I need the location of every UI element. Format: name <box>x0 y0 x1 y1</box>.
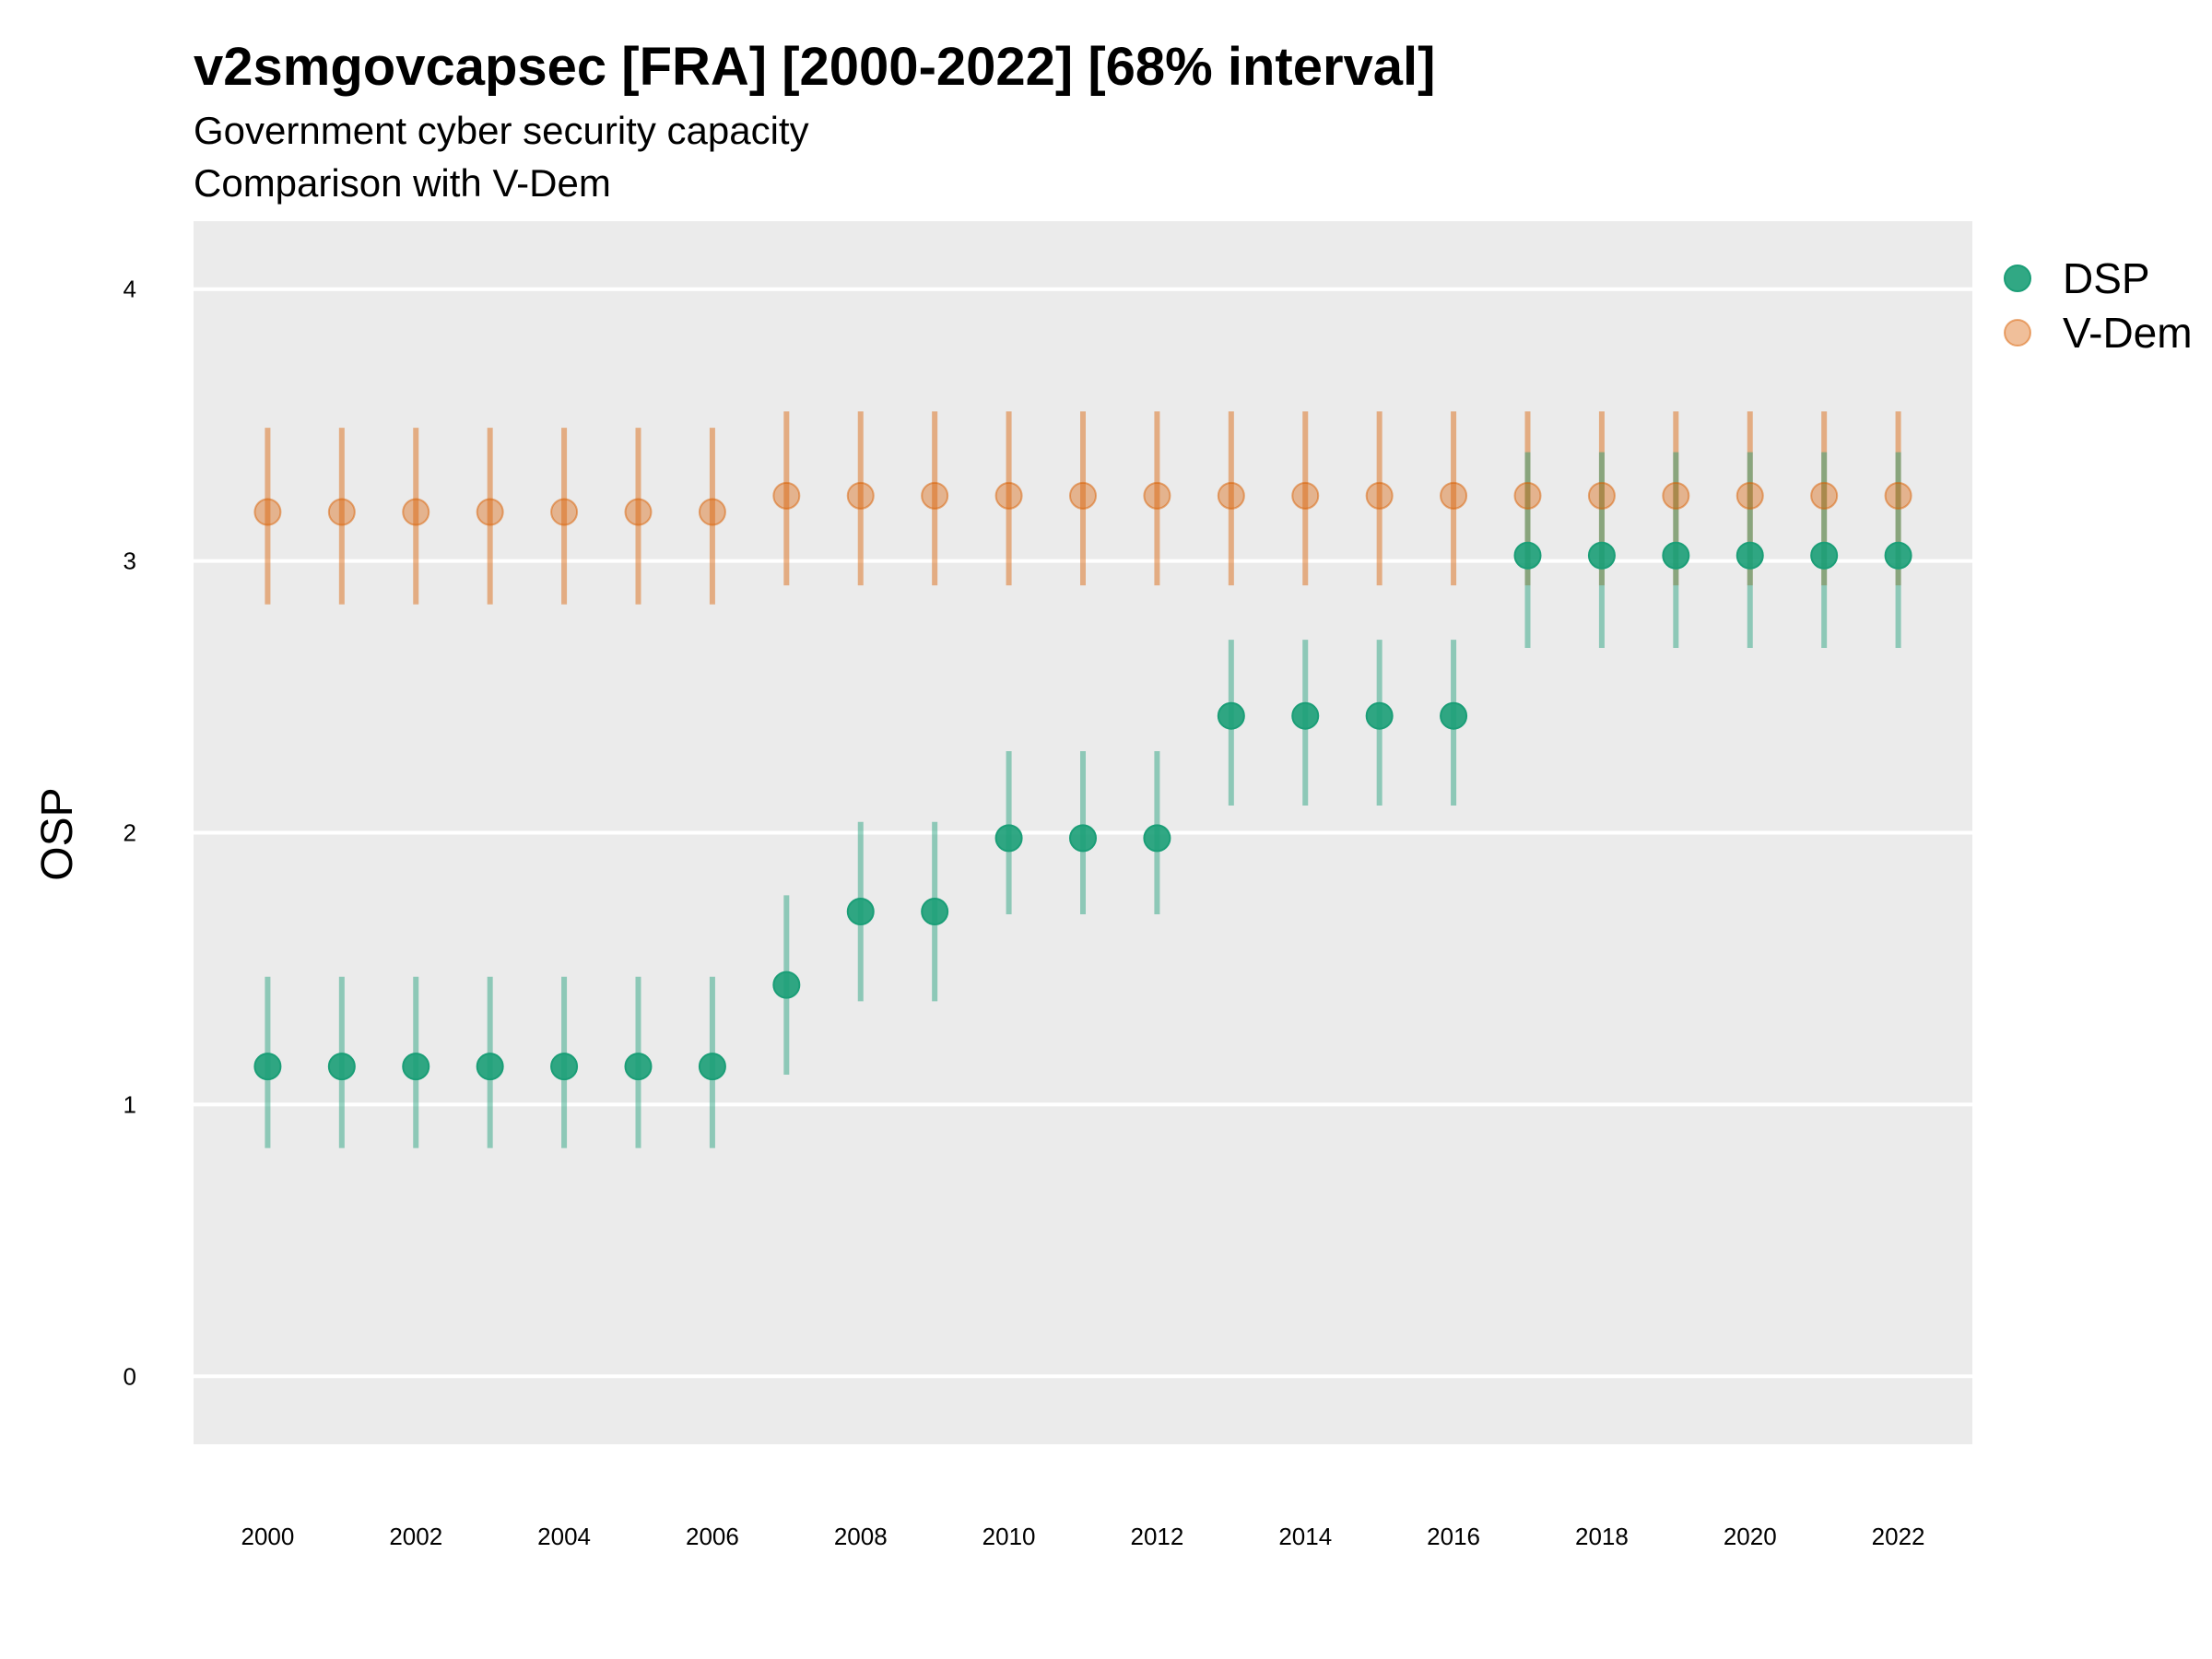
x-tick-label: 2006 <box>686 1523 739 1550</box>
point-vdem <box>1365 481 1394 510</box>
point-dsp <box>253 1053 282 1081</box>
point-dsp <box>1365 701 1394 730</box>
x-tick-label: 2004 <box>537 1523 591 1550</box>
point-dsp <box>1440 701 1468 730</box>
x-tick-label: 2022 <box>1872 1523 1925 1550</box>
point-dsp <box>1069 824 1097 853</box>
point-vdem <box>1587 481 1616 510</box>
x-tick-label: 2012 <box>1130 1523 1183 1550</box>
y-tick-label: 2 <box>124 819 136 847</box>
legend-label-dsp: DSP <box>2063 254 2150 302</box>
point-vdem <box>1884 481 1912 510</box>
legend-label-vdem: V-Dem <box>2063 309 2193 357</box>
point-vdem <box>846 481 875 510</box>
point-dsp <box>476 1053 504 1081</box>
point-vdem <box>1513 481 1542 510</box>
point-dsp <box>1291 701 1320 730</box>
y-tick-label: 4 <box>124 276 136 303</box>
legend-swatch-vdem <box>2004 319 2031 347</box>
point-vdem <box>921 481 949 510</box>
x-tick-label: 2002 <box>389 1523 442 1550</box>
legend-swatch-dsp <box>2004 265 2031 292</box>
point-vdem <box>253 498 282 526</box>
x-axis-ticks: 2000 2002 2004 2006 2008 2010 2012 2014 2016 2018… <box>241 1523 1924 1550</box>
point-dsp <box>994 824 1023 853</box>
chart-subtitle-comparison: Comparison with V-Dem <box>194 161 611 205</box>
x-tick-label: 2016 <box>1427 1523 1480 1550</box>
point-vdem <box>1143 481 1171 510</box>
y-tick-label: 3 <box>124 547 136 575</box>
point-dsp <box>1884 541 1912 570</box>
x-tick-label: 2008 <box>834 1523 888 1550</box>
point-dsp <box>550 1053 579 1081</box>
data-points <box>253 481 1912 1081</box>
point-dsp <box>1143 824 1171 853</box>
y-axis-label: OSP <box>33 787 82 880</box>
point-dsp <box>402 1053 430 1081</box>
point-dsp <box>921 898 949 926</box>
point-dsp <box>1810 541 1839 570</box>
y-tick-label: 1 <box>124 1090 136 1118</box>
point-vdem <box>1069 481 1097 510</box>
point-vdem <box>550 498 579 526</box>
chart-title: v2smgovcapsec [FRA] [2000-2022] [68% int… <box>194 37 1435 97</box>
y-tick-label: 0 <box>124 1362 136 1390</box>
point-dsp <box>846 898 875 926</box>
point-vdem <box>1810 481 1839 510</box>
x-tick-label: 2020 <box>1724 1523 1777 1550</box>
point-dsp <box>624 1053 653 1081</box>
point-dsp <box>327 1053 356 1081</box>
point-vdem <box>327 498 356 526</box>
point-dsp <box>1587 541 1616 570</box>
point-vdem <box>1735 481 1764 510</box>
point-vdem <box>1217 481 1245 510</box>
x-tick-label: 2014 <box>1278 1523 1332 1550</box>
point-vdem <box>402 498 430 526</box>
point-vdem <box>994 481 1023 510</box>
point-vdem <box>698 498 726 526</box>
chart-subtitle: Government cyber security capacity <box>194 109 809 152</box>
x-tick-label: 2018 <box>1575 1523 1629 1550</box>
point-dsp <box>1735 541 1764 570</box>
point-vdem <box>1662 481 1690 510</box>
point-vdem <box>1440 481 1468 510</box>
legend: DSP V-Dem <box>2004 254 2193 357</box>
point-dsp <box>1662 541 1690 570</box>
point-vdem <box>772 481 801 510</box>
y-axis-ticks: 0 1 2 3 4 <box>124 276 136 1391</box>
point-vdem <box>1291 481 1320 510</box>
point-dsp <box>1513 541 1542 570</box>
point-dsp <box>1217 701 1245 730</box>
point-dsp <box>772 971 801 999</box>
x-tick-label: 2010 <box>982 1523 1036 1550</box>
point-dsp <box>698 1053 726 1081</box>
point-vdem <box>476 498 504 526</box>
point-vdem <box>624 498 653 526</box>
x-tick-label: 2000 <box>241 1523 294 1550</box>
